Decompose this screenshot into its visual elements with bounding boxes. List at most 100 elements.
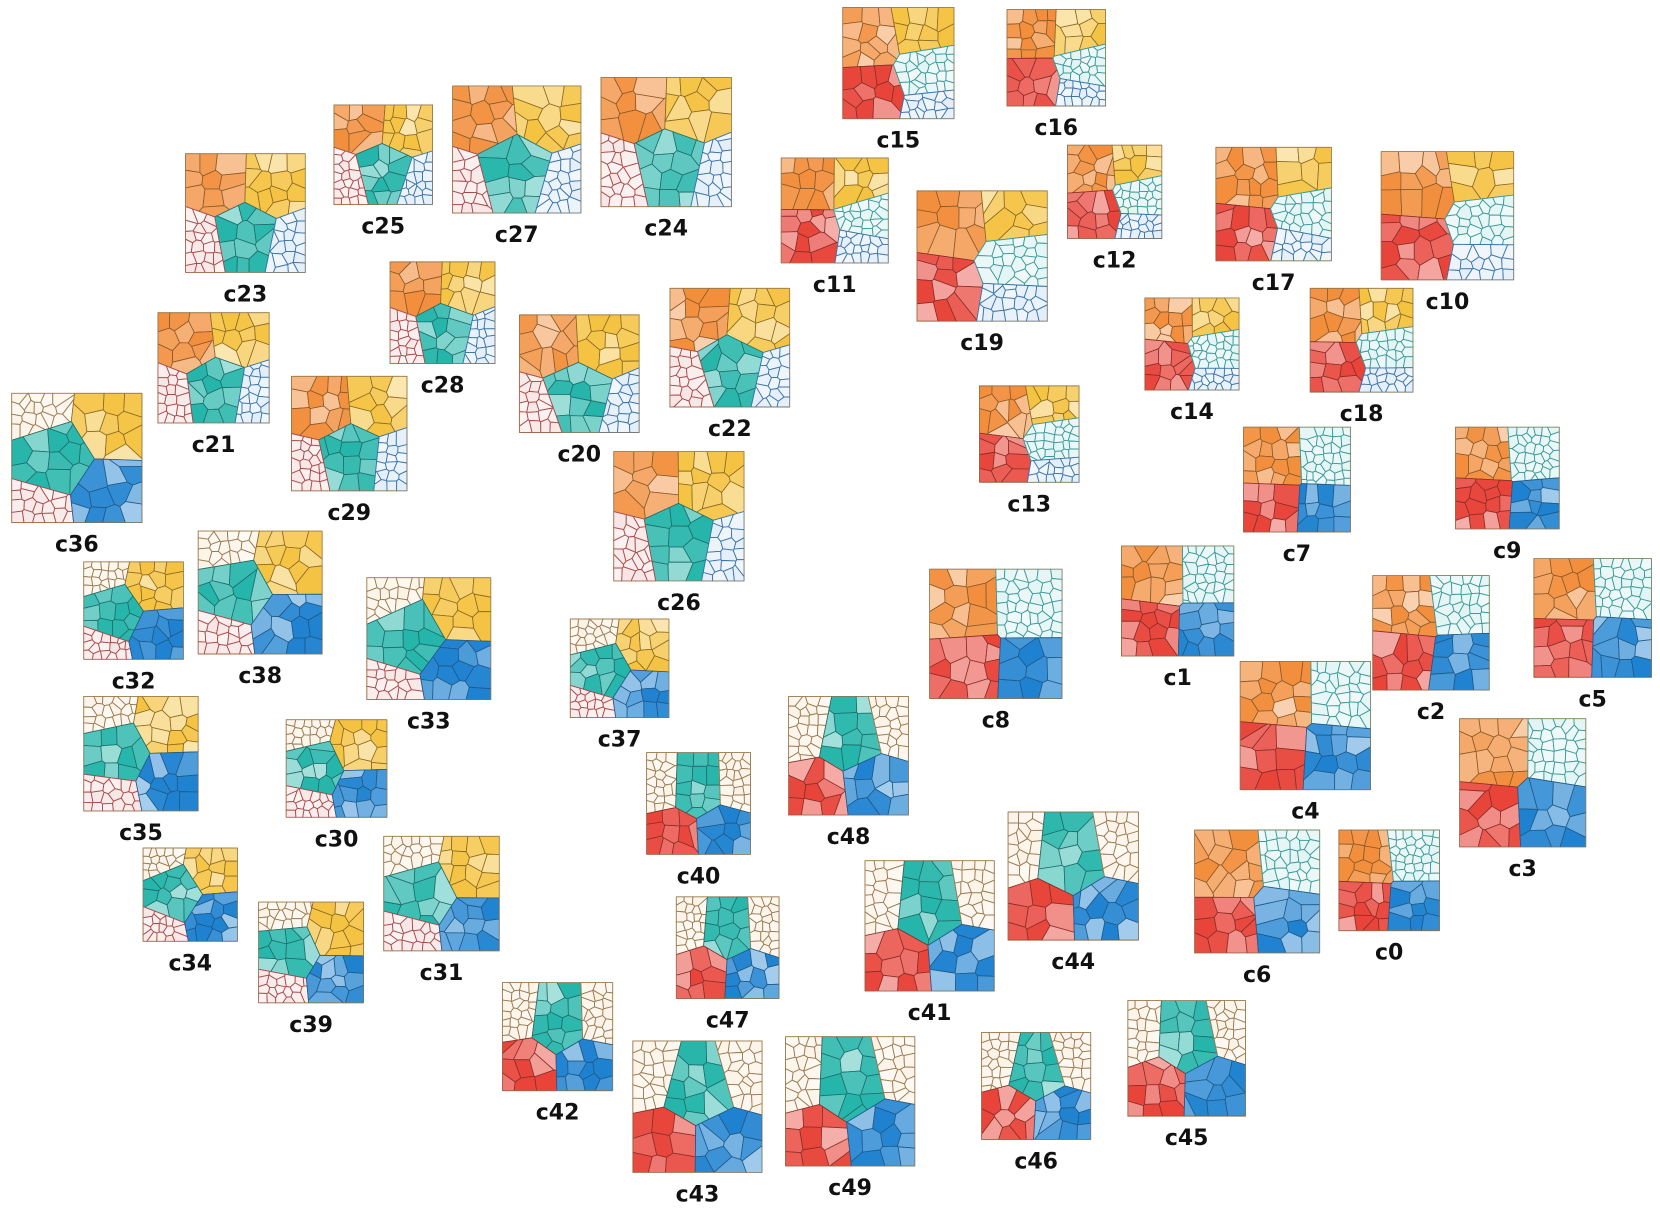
voronoi-cell [1631,655,1652,678]
region-pale-cream [580,982,614,1046]
region-pale-teal [995,568,1063,639]
voronoi-cell [1236,178,1251,196]
voronoi-cell [1331,724,1348,736]
treemap-glyph-c24[interactable] [600,77,732,208]
region-red [1121,598,1181,657]
treemap-glyph-c37[interactable] [569,618,670,719]
treemap-glyph-c47[interactable] [675,896,780,999]
treemap-glyph-c44[interactable] [1007,811,1139,941]
voronoi-cell [601,708,617,719]
treemap-glyph-c35[interactable] [83,695,199,812]
voronoi-cell [709,159,724,176]
voronoi-cell [1006,48,1022,59]
voronoi-cell [300,734,311,748]
treemap-glyph-c41[interactable] [864,860,995,992]
treemap-glyph-c43[interactable] [632,1040,763,1173]
treemap-glyph-c5[interactable] [1533,558,1652,678]
voronoi-cell [1502,268,1515,281]
treemap-glyph-c39[interactable] [258,901,365,1004]
treemap-glyph-c22[interactable] [669,287,791,408]
voronoi-cell [1061,1046,1075,1060]
glyph-label: c7 [1283,542,1311,567]
voronoi-cell [1429,860,1440,874]
treemap-glyph-c45[interactable] [1127,1000,1246,1117]
voronoi-cell [677,451,696,472]
treemap-glyph-c38[interactable] [197,530,323,655]
treemap-glyph-c11[interactable] [780,157,889,264]
voronoi-cell [167,743,185,754]
glyph-border [1243,426,1351,533]
voronoi-cell [872,867,889,883]
treemap-glyph-c27[interactable] [452,85,582,214]
treemap-glyph-c40[interactable] [646,752,751,855]
treemap-glyph-c42[interactable] [501,982,614,1092]
treemap-glyph-c29[interactable] [291,375,408,492]
treemap-glyph-c17[interactable] [1215,146,1332,262]
voronoi-cell [1343,477,1351,486]
voronoi-cell [936,70,947,82]
voronoi-cell [1338,915,1358,932]
treemap-glyph-c7[interactable] [1243,426,1351,533]
voronoi-cell [1239,661,1264,683]
treemap-glyph-c23[interactable] [185,153,306,273]
voronoi-cell [749,930,762,943]
treemap-glyph-c46[interactable] [981,1031,1092,1140]
region-orange [600,77,668,145]
glyph-label: c23 [224,282,268,307]
treemap-glyph-c21[interactable] [157,312,270,424]
voronoi-cell [384,669,397,681]
treemap-glyph-c49[interactable] [785,1036,916,1167]
region-pale-teal [1592,558,1652,621]
voronoi-cell [240,411,254,424]
treemap-glyph-c25[interactable] [333,104,433,206]
voronoi-cell [357,472,376,492]
treemap-glyph-c15[interactable] [842,7,955,120]
region-teal [318,423,380,492]
treemap-glyph-c12[interactable] [1067,144,1163,239]
voronoi-cell [421,194,433,206]
treemap-glyph-c36[interactable] [11,392,143,524]
treemap-glyph-c20[interactable] [518,314,640,433]
treemap-glyph-c13[interactable] [979,385,1080,483]
treemap-glyph-c31[interactable] [383,835,500,952]
treemap-glyph-c8[interactable] [929,568,1063,699]
region-pale-red [333,146,369,206]
treemap-glyph-c4[interactable] [1239,660,1372,791]
treemap-glyph-c10[interactable] [1380,151,1515,281]
treemap-glyph-c1[interactable] [1121,545,1235,657]
voronoi-cell [973,255,994,269]
region-pale-teal [1527,718,1587,788]
treemap-glyph-c28[interactable] [389,261,496,365]
voronoi-cell [768,919,780,933]
treemap-glyph-c6[interactable] [1194,829,1321,954]
treemap-glyph-c14[interactable] [1144,297,1240,391]
region-orange [291,375,352,441]
voronoi-cell [1245,933,1259,954]
treemap-glyph-c3[interactable] [1459,718,1587,848]
region-pale-teal [1507,426,1560,483]
voronoi-cell [785,1151,804,1167]
treemap-glyph-c48[interactable] [788,695,909,816]
treemap-glyph-c18[interactable] [1309,287,1414,393]
treemap-glyph-c26[interactable] [613,451,745,582]
treemap-glyph-c32[interactable] [83,561,184,660]
treemap-glyph-c16[interactable] [1006,9,1107,107]
treemap-glyph-c33[interactable] [366,577,492,701]
region-pale-blue [701,511,745,582]
treemap-glyph-c9[interactable] [1455,426,1560,530]
region-pale-teal [1386,829,1440,882]
voronoi-cell [1151,229,1163,239]
voronoi-cell [386,480,398,492]
treemap-glyph-c19[interactable] [916,190,1048,322]
voronoi-cell [1006,37,1023,50]
treemap-glyph-c2[interactable] [1372,575,1490,691]
voronoi-cell [371,762,388,771]
voronoi-cell [1480,611,1490,624]
glyph-label: c22 [708,417,752,442]
region-teal [355,143,413,206]
voronoi-cell [1481,622,1490,634]
treemap-glyph-c0[interactable] [1338,829,1440,932]
treemap-glyph-c30[interactable] [285,719,388,818]
treemap-glyph-c34[interactable] [142,847,238,942]
voronoi-cell [1306,470,1314,481]
